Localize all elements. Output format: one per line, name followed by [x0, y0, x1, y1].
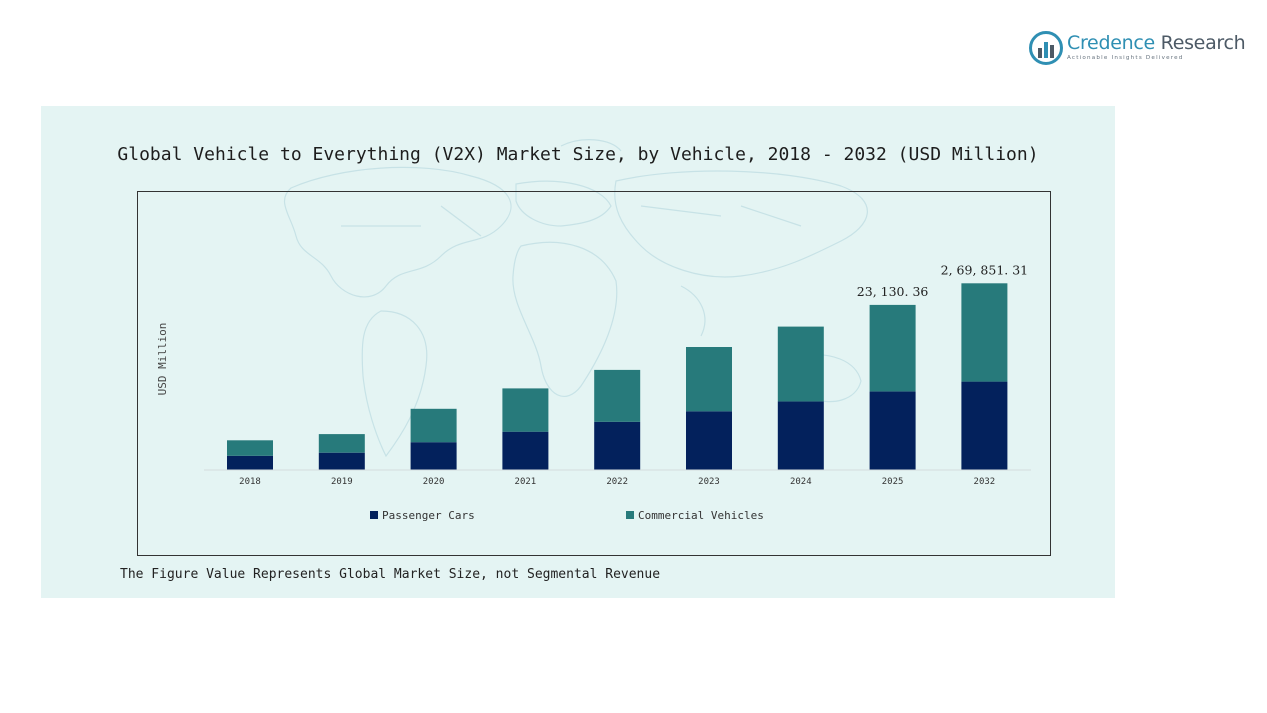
legend-swatch-commercial-vehicles: [626, 511, 634, 519]
legend-label-commercial-vehicles: Commercial Vehicles: [638, 509, 764, 522]
bar-commercial-vehicles-2024: [777, 326, 824, 402]
x-tick-label: 2023: [698, 477, 720, 487]
credence-logo-icon: [1029, 31, 1063, 65]
x-tick-label: 2022: [606, 477, 628, 487]
x-tick-label: 2025: [882, 477, 904, 487]
footnote: The Figure Value Represents Global Marke…: [120, 567, 661, 582]
bar-passenger-cars-2032: [961, 381, 1008, 470]
bar-passenger-cars-2018: [227, 455, 273, 470]
y-axis-label: USD Million: [156, 323, 169, 396]
chart-title: Global Vehicle to Everything (V2X) Marke…: [117, 144, 1039, 165]
brand-name: Credence Research: [1067, 32, 1246, 54]
bar-commercial-vehicles-2032: [961, 283, 1008, 382]
chart-frame: USD Million 2018 2019 2020 2021 2022 2023 2024…: [137, 191, 1051, 556]
bar-commercial-vehicles-2020: [410, 408, 457, 443]
stacked-bar-chart: USD Million 2018 2019 2020 2021 2022 2023 2024…: [156, 262, 1031, 522]
x-tick-label: 2018: [239, 477, 261, 487]
bar-passenger-cars-2021: [502, 431, 549, 470]
world-map-watermark: [284, 139, 868, 458]
brand-name-part1: Credence: [1067, 32, 1155, 54]
bar-passenger-cars-2020: [410, 442, 457, 470]
bar-passenger-cars-2019: [318, 452, 365, 470]
legend-label-passenger-cars: Passenger Cars: [382, 509, 475, 522]
bar-commercial-vehicles-2023: [686, 347, 732, 412]
chart-panel: Global Vehicle to Everything (V2X) Marke…: [41, 106, 1115, 598]
bar-commercial-vehicles-2018: [227, 440, 273, 456]
bar-group: [227, 283, 1008, 470]
data-label-2025: 23, 130. 36: [857, 284, 929, 299]
bar-commercial-vehicles-2025: [869, 304, 916, 392]
legend-swatch-passenger-cars: [370, 511, 378, 519]
x-tick-label: 2021: [515, 477, 537, 487]
bar-commercial-vehicles-2022: [594, 369, 641, 422]
x-axis-ticks: 2018 2019 2020 2021 2022 2023 2024 2025 2032: [239, 477, 995, 487]
bar-passenger-cars-2024: [777, 401, 824, 470]
data-label-2032: 2, 69, 851. 31: [941, 262, 1028, 277]
bar-commercial-vehicles-2021: [502, 388, 549, 432]
brand-tagline: Actionable Insights Delivered: [1067, 55, 1184, 61]
brand-logo: Credence Research Actionable Insights De…: [1029, 30, 1246, 66]
bar-passenger-cars-2023: [686, 411, 732, 470]
x-tick-label: 2019: [331, 477, 353, 487]
x-tick-label: 2020: [423, 477, 445, 487]
bar-passenger-cars-2025: [869, 391, 916, 470]
x-tick-label: 2032: [974, 477, 996, 487]
brand-name-part2: Research: [1160, 32, 1246, 54]
legend: Passenger Cars Commercial Vehicles: [370, 509, 764, 522]
bar-passenger-cars-2022: [594, 421, 641, 470]
x-tick-label: 2024: [790, 477, 812, 487]
data-labels: 23, 130. 36 2, 69, 851. 31: [857, 262, 1028, 299]
bar-commercial-vehicles-2019: [318, 434, 365, 453]
